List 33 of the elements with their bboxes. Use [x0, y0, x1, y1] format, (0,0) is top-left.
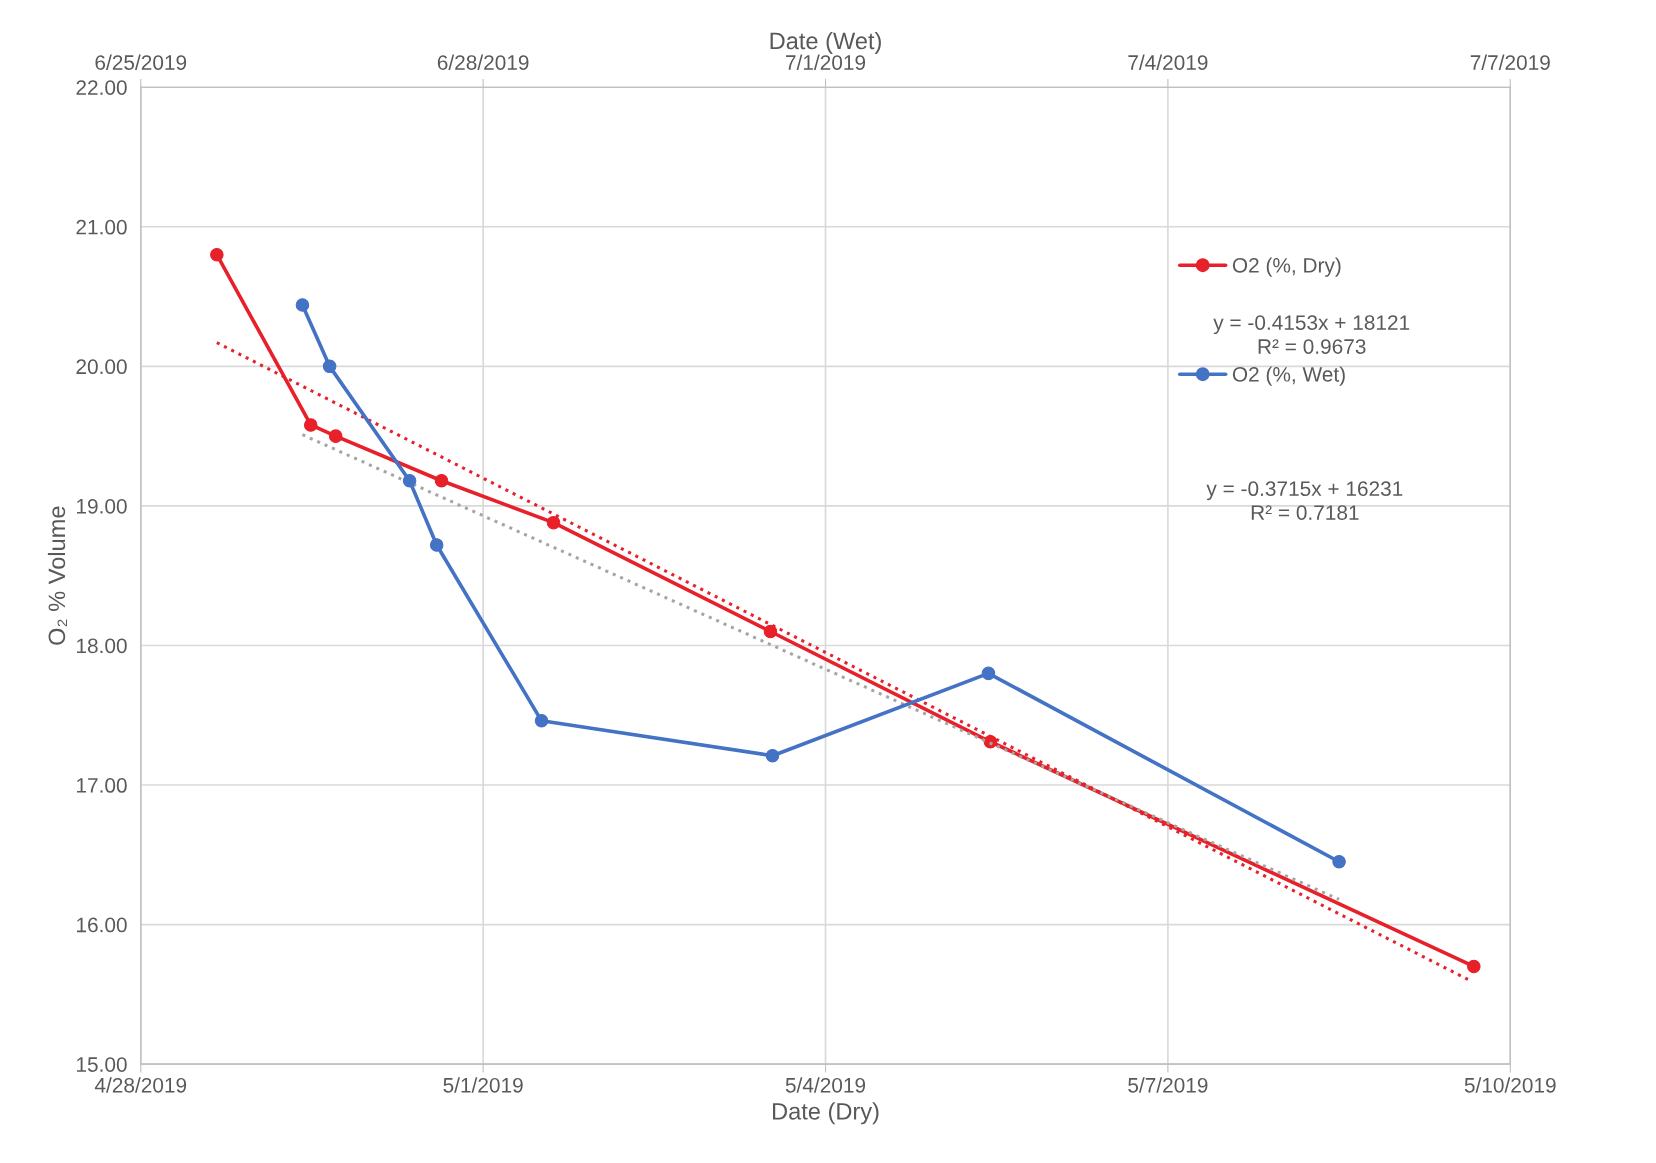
x2-tick-label: 6/28/2019	[437, 54, 529, 70]
y-tick-label: 19.00	[77, 498, 127, 514]
annotation: y = -0.4153x + 18121 R² = 0.9673	[1213, 315, 1410, 354]
point	[303, 418, 318, 432]
y-tick-label: 15.00	[77, 1057, 127, 1072]
point	[763, 624, 778, 639]
x-tick-label: 5/10/2019	[1464, 1077, 1556, 1093]
y-tick-label: 20.00	[76, 359, 127, 375]
x-tick-label: 4/28/2019	[94, 1077, 187, 1093]
y-tick-label: 17.00	[77, 778, 127, 793]
y-tick-label: 16.00	[77, 917, 127, 933]
x2-tick-label: 7/7/2019	[1470, 54, 1550, 70]
x-tick-label: 5/7/2019	[1128, 1077, 1208, 1093]
y-tick-label: 22.00	[76, 80, 127, 95]
y-tick-label: 21.00	[76, 219, 127, 235]
point	[210, 247, 224, 262]
x2-tick-label: 6/25/2019	[95, 54, 187, 70]
point	[328, 429, 343, 443]
x-tick-label: 5/4/2019	[785, 1077, 866, 1093]
y-axis-title: O₂ % Volume	[47, 506, 67, 645]
x2-tick-label: 7/1/2019	[786, 54, 866, 70]
x-axis-title: Date (Dry)	[773, 1102, 879, 1125]
point	[1467, 959, 1481, 974]
point	[983, 734, 998, 749]
legend-label: O2 (%, Dry)	[1232, 257, 1341, 277]
point	[434, 474, 449, 488]
annotation: y = -0.3715x + 16231 R² = 0.7181	[1206, 481, 1403, 520]
point	[546, 515, 561, 530]
x2-axis-title: Date (Wet)	[770, 31, 881, 54]
x-tick-label: 5/1/2019	[443, 1077, 523, 1093]
x2-tick-label: 7/4/2019	[1128, 54, 1208, 70]
legend-label: O2 (%, Wet)	[1232, 366, 1345, 386]
y-tick-label: 18.00	[77, 638, 127, 654]
